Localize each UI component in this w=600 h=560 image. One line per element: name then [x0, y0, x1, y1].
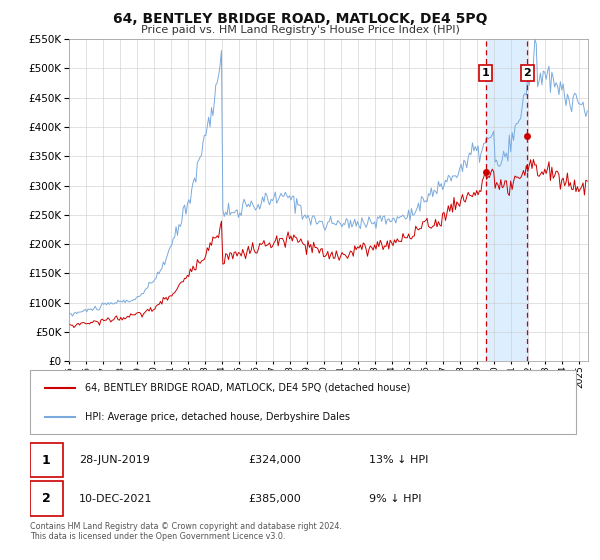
- Text: 1: 1: [482, 68, 490, 78]
- Text: This data is licensed under the Open Government Licence v3.0.: This data is licensed under the Open Gov…: [30, 532, 286, 541]
- FancyBboxPatch shape: [30, 370, 576, 434]
- Text: 64, BENTLEY BRIDGE ROAD, MATLOCK, DE4 5PQ: 64, BENTLEY BRIDGE ROAD, MATLOCK, DE4 5P…: [113, 12, 487, 26]
- FancyBboxPatch shape: [30, 482, 63, 516]
- Text: 2: 2: [524, 68, 531, 78]
- Text: 2: 2: [42, 492, 51, 505]
- Text: 10-DEC-2021: 10-DEC-2021: [79, 493, 152, 503]
- FancyBboxPatch shape: [30, 444, 63, 477]
- Bar: [486, 39, 527, 361]
- Text: 1: 1: [42, 454, 51, 467]
- Text: £385,000: £385,000: [248, 493, 301, 503]
- Text: £324,000: £324,000: [248, 455, 301, 465]
- Text: HPI: Average price, detached house, Derbyshire Dales: HPI: Average price, detached house, Derb…: [85, 412, 350, 422]
- Text: 9% ↓ HPI: 9% ↓ HPI: [368, 493, 421, 503]
- Text: Contains HM Land Registry data © Crown copyright and database right 2024.: Contains HM Land Registry data © Crown c…: [30, 522, 342, 531]
- Text: Price paid vs. HM Land Registry's House Price Index (HPI): Price paid vs. HM Land Registry's House …: [140, 25, 460, 35]
- Text: 64, BENTLEY BRIDGE ROAD, MATLOCK, DE4 5PQ (detached house): 64, BENTLEY BRIDGE ROAD, MATLOCK, DE4 5P…: [85, 382, 410, 393]
- Text: 28-JUN-2019: 28-JUN-2019: [79, 455, 150, 465]
- Text: 13% ↓ HPI: 13% ↓ HPI: [368, 455, 428, 465]
